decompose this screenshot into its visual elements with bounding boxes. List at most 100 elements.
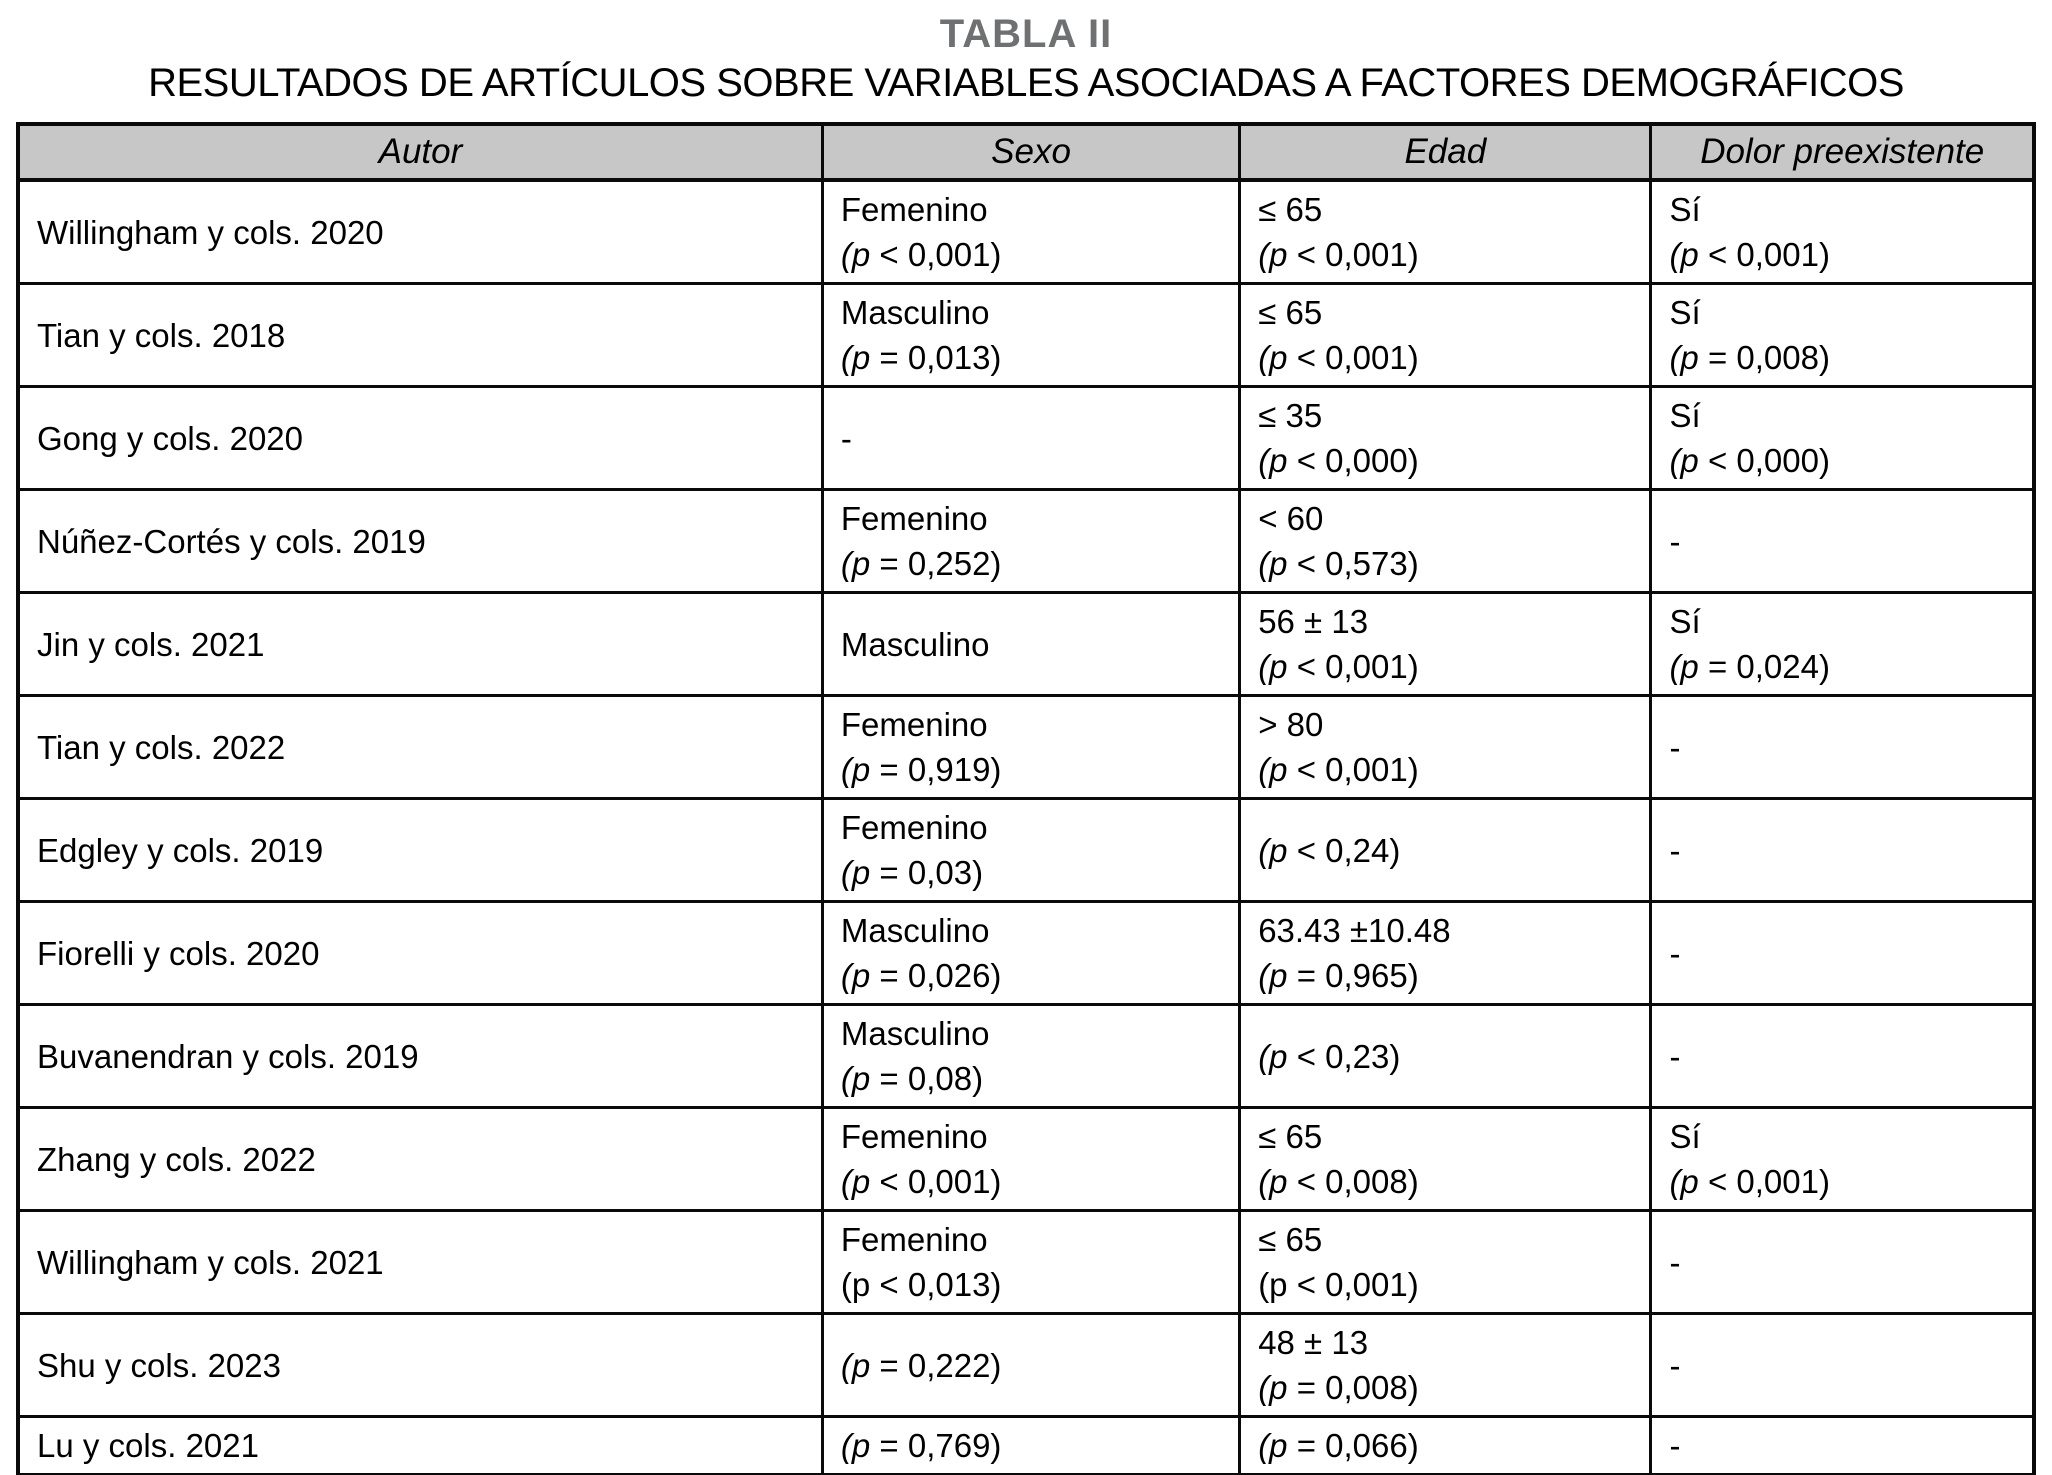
cell-autor: Fiorelli y cols. 2020 (16, 900, 824, 1006)
cell-line: (p = 0,008) (1258, 1369, 1419, 1406)
column-header-autor: Autor (16, 122, 824, 182)
cell-edad: ≤ 65 (p < 0,001) (1238, 1209, 1653, 1315)
cell-line: (p < 0,013) (840, 1266, 1002, 1303)
table-body: Willingham y cols. 2020 Femenino (p < 0,00… (16, 178, 2036, 1475)
cell-line: Fiorelli y cols. 2020 (37, 934, 320, 972)
cell-edad: 56 ± 13 (p < 0,001) (1238, 591, 1653, 697)
cell-sexo: - (820, 385, 1242, 491)
cell-line: - (1669, 522, 1681, 560)
cell-line: Femenino (840, 1118, 988, 1155)
page-title: TABLA II (939, 12, 1113, 56)
cell-line: - (1669, 1243, 1681, 1281)
cell-line: (p = 0,965) (1258, 957, 1419, 994)
cell-sexo: Femenino (p = 0,919) (820, 694, 1242, 800)
cell-autor: Willingham y cols. 2021 (16, 1209, 824, 1315)
cell-autor: Shu y cols. 2023 (16, 1312, 824, 1418)
cell-line: (p < 0,000) (1258, 442, 1419, 479)
cell-line: (p < 0,001) (1258, 1266, 1419, 1303)
cell-line: (p < 0,001) (1258, 236, 1419, 273)
results-table: Autor Sexo Edad Dolor preexistente Willi… (16, 122, 2036, 1475)
cell-line: ≤ 65 (1258, 1221, 1323, 1258)
cell-line: - (1669, 831, 1681, 869)
cell-line: Jin y cols. 2021 (37, 625, 265, 663)
cell-line: ≤ 65 (1258, 191, 1323, 228)
cell-sexo: Femenino (p < 0,001) (820, 1106, 1242, 1212)
cell-line: (p < 0,008) (1258, 1163, 1419, 1200)
cell-line: (p = 0,008) (1669, 339, 1830, 376)
table-row: Zhang y cols. 2022 Femenino (p < 0,001) ≤ 6… (16, 1106, 2036, 1212)
column-header-sexo: Sexo (820, 122, 1242, 182)
cell-line: (p = 0,03) (840, 854, 984, 891)
cell-sexo: Femenino (p < 0,013) (820, 1209, 1242, 1315)
cell-line: Femenino (840, 191, 988, 228)
cell-edad: 63.43 ±10.48 (p = 0,965) (1238, 900, 1653, 1006)
cell-line: (p < 0,000) (1669, 442, 1830, 479)
cell-line: (p = 0,026) (840, 957, 1002, 994)
cell-sexo: Femenino (p = 0,03) (820, 797, 1242, 903)
cell-line: (p = 0,013) (840, 339, 1002, 376)
cell-line: (p < 0,001) (1669, 1163, 1830, 1200)
cell-line: Tian y cols. 2018 (37, 316, 286, 354)
cell-line: (p < 0,24) (1258, 831, 1401, 869)
table-header: Autor Sexo Edad Dolor preexistente (16, 122, 2036, 182)
cell-dolor: - (1649, 900, 2036, 1006)
cell-sexo: (p = 0,769) (820, 1415, 1242, 1475)
cell-autor: Núñez-Cortés y cols. 2019 (16, 488, 824, 594)
cell-line: Femenino (840, 809, 988, 846)
cell-line: (p = 0,252) (840, 545, 1002, 582)
cell-line: Sí (1669, 397, 1701, 434)
cell-line: (p = 0,066) (1258, 1427, 1419, 1464)
cell-dolor: - (1649, 797, 2036, 903)
cell-autor: Lu y cols. 2021 (16, 1415, 824, 1475)
cell-line: Sí (1669, 1118, 1701, 1155)
column-header-edad: Edad (1238, 122, 1653, 182)
cell-line: ≤ 35 (1258, 397, 1323, 434)
cell-line: - (1669, 1427, 1681, 1464)
cell-dolor: - (1649, 488, 2036, 594)
cell-line: 63.43 ±10.48 (1258, 912, 1451, 949)
table-row: Tian y cols. 2018 Masculino (p = 0,013) ≤ 6… (16, 282, 2036, 388)
cell-line: 56 ± 13 (1258, 603, 1369, 640)
cell-dolor: - (1649, 694, 2036, 800)
table-row: Gong y cols. 2020 - ≤ 35 (p < 0,000) Sí (p < … (16, 385, 2036, 491)
table-row: Buvanendran y cols. 2019 Masculino (p = 0,… (16, 1003, 2036, 1109)
cell-line: Edgley y cols. 2019 (37, 831, 324, 869)
cell-line: - (1669, 1037, 1681, 1075)
cell-line: Shu y cols. 2023 (37, 1346, 281, 1384)
cell-line: > 80 (1258, 706, 1324, 743)
cell-line: - (1669, 934, 1681, 972)
cell-sexo: Femenino (p < 0,001) (820, 178, 1242, 285)
cell-line: (p < 0,001) (1258, 751, 1419, 788)
cell-line: (p < 0,23) (1258, 1037, 1401, 1075)
cell-autor: Jin y cols. 2021 (16, 591, 824, 697)
cell-line: (p = 0,919) (840, 751, 1002, 788)
cell-line: (p < 0,001) (1669, 236, 1830, 273)
cell-edad: (p < 0,23) (1238, 1003, 1653, 1109)
cell-autor: Edgley y cols. 2019 (16, 797, 824, 903)
page-subtitle: RESULTADOS DE ARTÍCULOS SOBRE VARIABLES … (148, 61, 1904, 105)
cell-sexo: Femenino (p = 0,252) (820, 488, 1242, 594)
cell-line: - (840, 419, 852, 457)
table-row: Jin y cols. 2021 Masculino 56 ± 13 (p < 0,0… (16, 591, 2036, 697)
cell-autor: Willingham y cols. 2020 (16, 178, 824, 285)
cell-line: Femenino (840, 500, 988, 537)
cell-line: Sí (1669, 603, 1701, 640)
cell-edad: > 80 (p < 0,001) (1238, 694, 1653, 800)
cell-line: Femenino (840, 706, 988, 743)
cell-line: 48 ± 13 (1258, 1324, 1369, 1361)
cell-edad: < 60 (p < 0,573) (1238, 488, 1653, 594)
cell-dolor: Sí (p = 0,024) (1649, 591, 2036, 697)
cell-line: Willingham y cols. 2021 (37, 1243, 384, 1281)
cell-autor: Gong y cols. 2020 (16, 385, 824, 491)
table-row: Fiorelli y cols. 2020 Masculino (p = 0,026… (16, 900, 2036, 1006)
cell-line: (p < 0,001) (1258, 339, 1419, 376)
cell-sexo: Masculino (p = 0,08) (820, 1003, 1242, 1109)
column-header-dolor-preexistente: Dolor preexistente (1649, 122, 2036, 182)
cell-line: Núñez-Cortés y cols. 2019 (37, 522, 426, 560)
cell-dolor: Sí (p < 0,001) (1649, 1106, 2036, 1212)
cell-line: Willingham y cols. 2020 (37, 213, 384, 251)
cell-autor: Zhang y cols. 2022 (16, 1106, 824, 1212)
table-row: Edgley y cols. 2019 Femenino (p = 0,03) (p … (16, 797, 2036, 903)
cell-edad: 48 ± 13 (p = 0,008) (1238, 1312, 1653, 1418)
